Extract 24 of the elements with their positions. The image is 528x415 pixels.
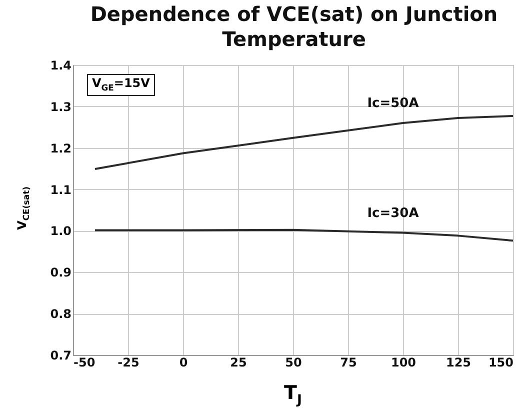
x-tick-label: -50 xyxy=(74,356,96,370)
annotation: V$_{GE}$=15V xyxy=(87,74,155,96)
y-tick-label: 1.2 xyxy=(50,141,72,156)
x-tick-label: 150 xyxy=(488,356,514,370)
x-tick-label: 100 xyxy=(390,356,416,370)
y-tick-label: 0.9 xyxy=(50,266,72,280)
x-tick-label: 75 xyxy=(340,356,357,370)
y-tick-label: 1.3 xyxy=(50,100,72,114)
series-label: Ic=30A xyxy=(367,206,419,221)
x-tick-label: 0 xyxy=(179,356,188,370)
x-tick-label: -25 xyxy=(118,356,140,370)
y-tick-label: 0.8 xyxy=(50,307,72,322)
x-tick-label: 50 xyxy=(285,356,302,370)
y-tick-label: 1.4 xyxy=(50,58,72,72)
series-label: Ic=50A xyxy=(367,96,419,111)
y-tick-label: 0.7 xyxy=(50,348,72,362)
chart-title: Dependence of VCE(sat) on Junction Temperature xyxy=(89,2,499,52)
x-tick-label: 125 xyxy=(446,356,472,370)
y-tick-label: 1.0 xyxy=(50,224,72,238)
x-axis-title: T$_{J}$ xyxy=(283,382,303,408)
line-series xyxy=(94,114,514,170)
y-tick-label: 1.1 xyxy=(50,182,72,197)
line-series xyxy=(94,228,514,242)
x-tick-label: 25 xyxy=(230,356,247,370)
